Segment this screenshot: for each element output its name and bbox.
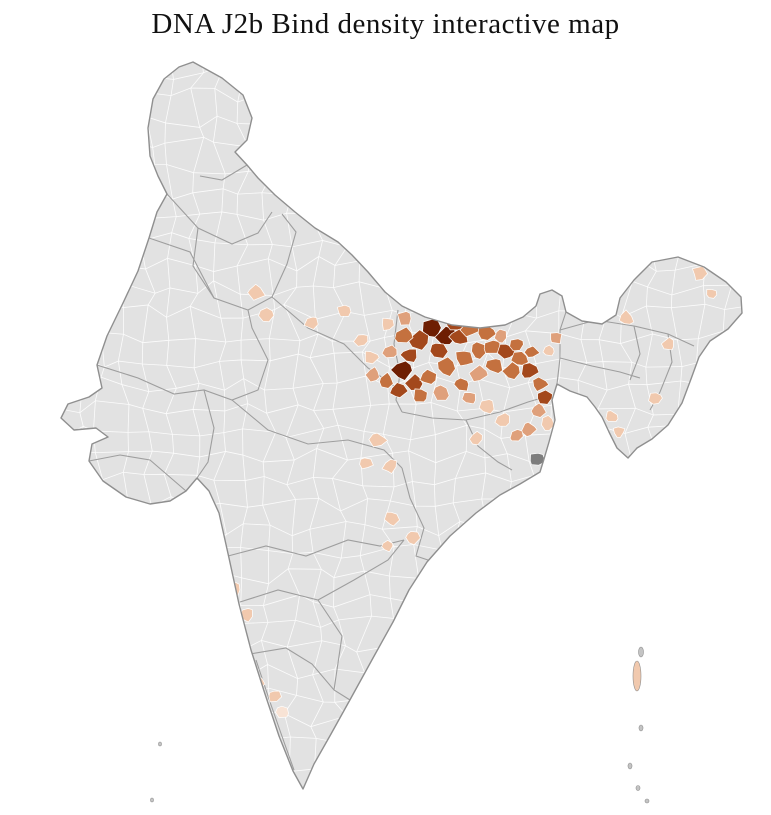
district-density-patch[interactable] — [541, 414, 555, 431]
district-density-patch[interactable] — [390, 360, 413, 381]
district-density-patch[interactable] — [268, 690, 283, 703]
district-density-patch[interactable] — [523, 345, 541, 358]
district-density-patch[interactable] — [537, 389, 553, 405]
district-density-patch[interactable] — [389, 382, 409, 398]
district-density-patch[interactable] — [432, 384, 450, 401]
district-density-patch[interactable] — [542, 344, 555, 357]
district-density-patch[interactable] — [461, 392, 476, 405]
district-density-patch[interactable] — [419, 368, 437, 385]
district-density-patch[interactable] — [453, 377, 469, 392]
district-density-patch[interactable] — [446, 316, 465, 331]
district-density-patch[interactable] — [477, 325, 497, 341]
district-density-patch[interactable] — [493, 328, 507, 344]
district-density-patch[interactable] — [691, 265, 709, 281]
district-density-patch[interactable] — [509, 429, 524, 442]
district-density-patch[interactable] — [530, 402, 547, 418]
district-density-patch[interactable] — [510, 351, 529, 366]
district-density-patch[interactable] — [258, 307, 275, 323]
district-density-patch[interactable] — [413, 388, 428, 403]
state-boundaries — [88, 164, 695, 771]
district-density-patch[interactable] — [618, 309, 635, 325]
district-density-patch[interactable] — [660, 336, 674, 351]
district-density-patch[interactable] — [589, 292, 605, 308]
district-density-patch[interactable] — [353, 334, 369, 347]
district-density-patch[interactable] — [612, 426, 626, 438]
island — [158, 741, 162, 747]
island — [644, 798, 650, 804]
district-density-patch[interactable] — [364, 366, 380, 383]
district-density-patch[interactable] — [224, 581, 241, 596]
island — [638, 646, 644, 658]
district-density-patch[interactable] — [364, 350, 380, 365]
district-density-patch[interactable] — [381, 458, 398, 474]
map-title: DNA J2b Bind density interactive map — [151, 8, 620, 40]
district-density-patch[interactable] — [405, 531, 421, 546]
island — [638, 724, 644, 732]
district-density-patch[interactable] — [218, 673, 235, 686]
district-density-patch[interactable] — [382, 317, 395, 331]
district-density-patch[interactable] — [368, 432, 389, 448]
district-density-patch[interactable] — [521, 362, 540, 379]
district-density-patch[interactable] — [336, 304, 352, 317]
district-density-patch[interactable] — [520, 421, 538, 437]
district-density-patch[interactable] — [605, 410, 619, 422]
district-density-patch[interactable] — [529, 452, 546, 466]
district-density-patch[interactable] — [471, 341, 488, 360]
district-density-patch[interactable] — [275, 705, 289, 719]
district-density-patch[interactable] — [247, 283, 266, 301]
district-density-patch[interactable] — [468, 430, 483, 446]
district-density-patch[interactable] — [532, 376, 550, 392]
district-density-patch[interactable] — [494, 412, 510, 427]
district-density-patch[interactable] — [228, 642, 244, 656]
district-density-patch[interactable] — [429, 342, 449, 359]
district-density-patch[interactable] — [437, 356, 456, 377]
island — [635, 785, 641, 791]
district-density-patch[interactable] — [468, 364, 489, 382]
district-density-patch[interactable] — [396, 311, 412, 326]
district-density-patch[interactable] — [648, 392, 663, 405]
district-density-patch[interactable] — [455, 350, 474, 367]
district-density-patch[interactable] — [381, 344, 398, 359]
district-density-patch[interactable] — [478, 399, 495, 415]
district-density-patch[interactable] — [706, 288, 718, 299]
district-density-patch[interactable] — [381, 539, 394, 553]
district-density-patch[interactable] — [484, 358, 503, 374]
district-density-patch[interactable] — [379, 371, 394, 389]
district-density-patch[interactable] — [550, 332, 563, 345]
coastline — [60, 61, 743, 790]
district-density-patch[interactable] — [394, 326, 414, 344]
district-density-patch[interactable] — [509, 338, 524, 352]
district-density-patch[interactable] — [501, 361, 521, 380]
island — [150, 797, 154, 803]
island — [632, 660, 642, 692]
island — [627, 762, 633, 770]
district-density-patch[interactable] — [359, 457, 374, 470]
district-density-patch[interactable] — [399, 348, 418, 363]
district-density-patch[interactable] — [383, 511, 401, 527]
district-density-patch[interactable] — [303, 316, 319, 330]
